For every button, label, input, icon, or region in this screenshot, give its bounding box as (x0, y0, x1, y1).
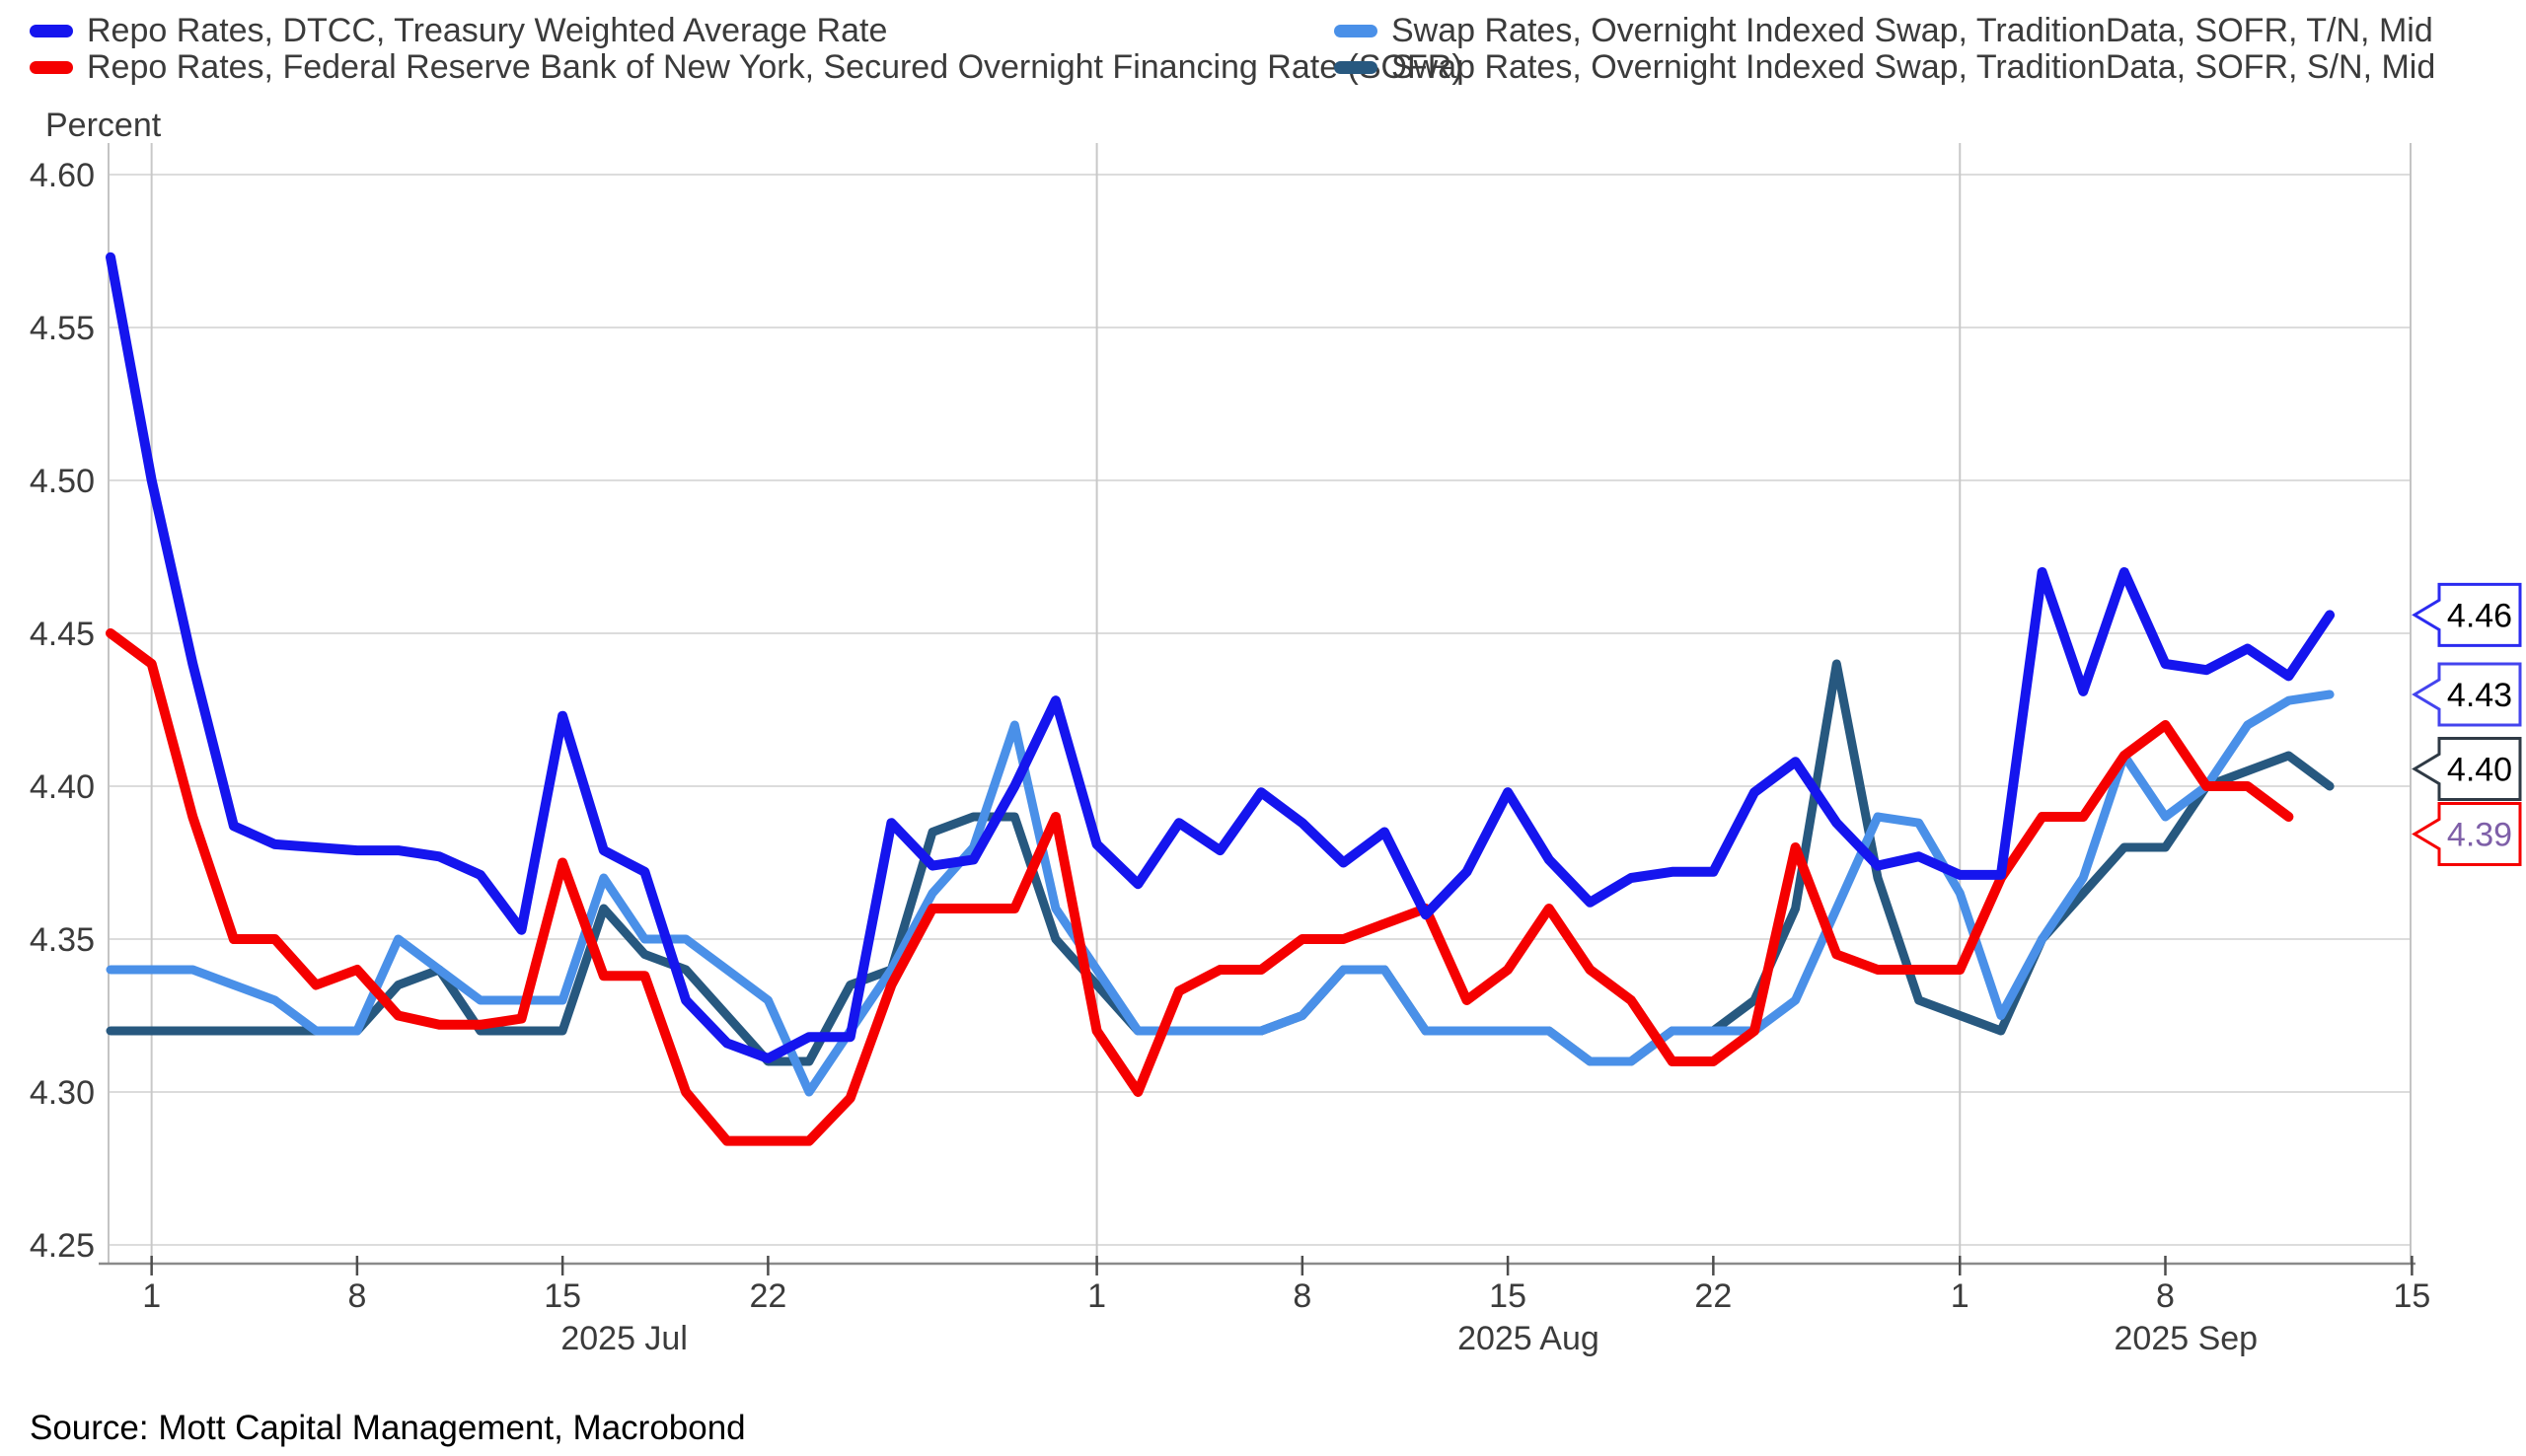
svg-text:8: 8 (1293, 1277, 1311, 1315)
svg-text:4.43: 4.43 (2447, 677, 2512, 714)
svg-text:1: 1 (142, 1277, 161, 1315)
legend-swatch-icon (30, 24, 73, 37)
svg-text:15: 15 (1489, 1277, 1526, 1315)
svg-text:4.60: 4.60 (30, 157, 95, 194)
svg-text:22: 22 (749, 1277, 786, 1315)
legend-swatch-icon (1334, 60, 1377, 74)
svg-text:22: 22 (1694, 1277, 1732, 1315)
svg-text:4.39: 4.39 (2447, 817, 2512, 854)
svg-text:2025 Aug: 2025 Aug (1457, 1320, 1599, 1357)
svg-text:4.55: 4.55 (30, 310, 95, 347)
svg-text:1: 1 (1087, 1277, 1106, 1315)
svg-text:4.25: 4.25 (30, 1227, 95, 1265)
svg-text:2025 Jul: 2025 Jul (560, 1320, 688, 1357)
legend-label: Repo Rates, DTCC, Treasury Weighted Aver… (87, 12, 888, 49)
svg-text:1: 1 (1951, 1277, 1969, 1315)
legend-item-sn: Swap Rates, Overnight Indexed Swap, Trad… (1334, 48, 2435, 86)
legend-label: Swap Rates, Overnight Indexed Swap, Trad… (1391, 12, 2433, 49)
legend-swatch-icon (30, 60, 73, 74)
legend-label: Repo Rates, Federal Reserve Bank of New … (87, 48, 1463, 86)
svg-text:4.30: 4.30 (30, 1074, 95, 1112)
svg-text:15: 15 (2393, 1277, 2430, 1315)
svg-text:4.35: 4.35 (30, 921, 95, 959)
legend-swatch-icon (1334, 24, 1377, 37)
y-axis-title: Percent (45, 107, 162, 144)
svg-text:8: 8 (2156, 1277, 2175, 1315)
svg-text:15: 15 (544, 1277, 581, 1315)
svg-text:4.46: 4.46 (2447, 597, 2512, 634)
svg-text:4.45: 4.45 (30, 616, 95, 653)
svg-text:4.40: 4.40 (30, 768, 95, 806)
svg-text:4.40: 4.40 (2447, 752, 2512, 789)
svg-text:8: 8 (347, 1277, 366, 1315)
legend-label: Swap Rates, Overnight Indexed Swap, Trad… (1391, 48, 2436, 86)
source-note: Source: Mott Capital Management, Macrobo… (30, 1409, 746, 1447)
legend-item-sofr: Repo Rates, Federal Reserve Bank of New … (30, 48, 1463, 86)
svg-text:2025 Sep: 2025 Sep (2115, 1320, 2259, 1357)
legend-item-dtcc: Repo Rates, DTCC, Treasury Weighted Aver… (30, 12, 887, 49)
svg-text:4.50: 4.50 (30, 463, 95, 500)
legend-item-tn: Swap Rates, Overnight Indexed Swap, Trad… (1334, 12, 2433, 49)
